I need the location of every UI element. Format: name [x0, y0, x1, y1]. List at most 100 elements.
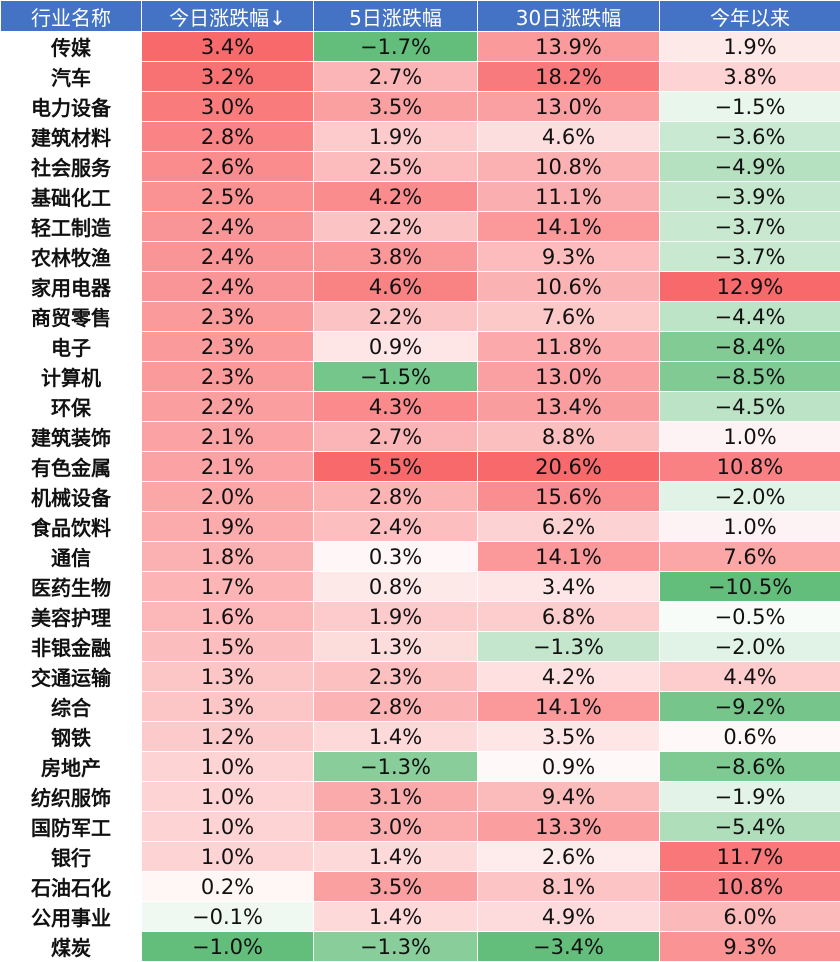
industry-name-cell: 基础化工: [1, 182, 142, 212]
industry-name-cell: 钢铁: [1, 722, 142, 752]
5d-change-cell: 1.4%: [314, 722, 478, 752]
ytd-change-cell: −8.4%: [660, 332, 840, 362]
30d-change-cell: 4.9%: [478, 902, 660, 932]
5d-change-cell: 2.4%: [314, 512, 478, 542]
ytd-change-cell: 1.0%: [660, 422, 840, 452]
industry-name-cell: 纺织服饰: [1, 782, 142, 812]
today-change-cell: 2.3%: [142, 362, 314, 392]
today-change-cell: 1.7%: [142, 572, 314, 602]
today-change-cell: 2.6%: [142, 152, 314, 182]
ytd-change-cell: −1.9%: [660, 782, 840, 812]
30d-change-cell: 15.6%: [478, 482, 660, 512]
today-change-cell: −0.1%: [142, 902, 314, 932]
5d-change-cell: 3.1%: [314, 782, 478, 812]
industry-name-cell: 国防军工: [1, 812, 142, 842]
ytd-change-cell: −8.6%: [660, 752, 840, 782]
ytd-change-cell: −4.5%: [660, 392, 840, 422]
today-change-cell: 3.2%: [142, 62, 314, 92]
ytd-change-cell: 9.3%: [660, 932, 840, 962]
header-30d-change[interactable]: 30日涨跌幅: [478, 1, 660, 32]
5d-change-cell: 2.8%: [314, 482, 478, 512]
industry-name-cell: 有色金属: [1, 452, 142, 482]
ytd-change-cell: −2.0%: [660, 482, 840, 512]
30d-change-cell: 4.6%: [478, 122, 660, 152]
industry-name-cell: 美容护理: [1, 602, 142, 632]
today-change-cell: 1.0%: [142, 812, 314, 842]
5d-change-cell: 3.8%: [314, 242, 478, 272]
30d-change-cell: 14.1%: [478, 212, 660, 242]
5d-change-cell: −1.5%: [314, 362, 478, 392]
today-change-cell: 1.2%: [142, 722, 314, 752]
30d-change-cell: 11.8%: [478, 332, 660, 362]
30d-change-cell: 14.1%: [478, 692, 660, 722]
today-change-cell: 2.4%: [142, 242, 314, 272]
30d-change-cell: 14.1%: [478, 542, 660, 572]
table-row: 公用事业−0.1%1.4%4.9%6.0%: [1, 902, 840, 932]
ytd-change-cell: −9.2%: [660, 692, 840, 722]
industry-name-cell: 非银金融: [1, 632, 142, 662]
5d-change-cell: 4.2%: [314, 182, 478, 212]
industry-name-cell: 商贸零售: [1, 302, 142, 332]
ytd-change-cell: −3.6%: [660, 122, 840, 152]
5d-change-cell: −1.7%: [314, 32, 478, 62]
5d-change-cell: 0.9%: [314, 332, 478, 362]
5d-change-cell: 3.5%: [314, 92, 478, 122]
30d-change-cell: 13.4%: [478, 392, 660, 422]
industry-name-cell: 计算机: [1, 362, 142, 392]
5d-change-cell: 1.3%: [314, 632, 478, 662]
today-change-cell: 1.0%: [142, 842, 314, 872]
table-row: 煤炭−1.0%−1.3%−3.4%9.3%: [1, 932, 840, 962]
5d-change-cell: 2.2%: [314, 302, 478, 332]
today-change-cell: −1.0%: [142, 932, 314, 962]
today-change-cell: 1.8%: [142, 542, 314, 572]
ytd-change-cell: −4.4%: [660, 302, 840, 332]
30d-change-cell: 13.0%: [478, 92, 660, 122]
header-ytd-change[interactable]: 今年以来: [660, 1, 840, 32]
header-industry-name[interactable]: 行业名称: [1, 1, 142, 32]
ytd-change-cell: −3.9%: [660, 182, 840, 212]
ytd-change-cell: 1.9%: [660, 32, 840, 62]
30d-change-cell: 7.6%: [478, 302, 660, 332]
30d-change-cell: 18.2%: [478, 62, 660, 92]
ytd-change-cell: 3.8%: [660, 62, 840, 92]
today-change-cell: 1.6%: [142, 602, 314, 632]
30d-change-cell: −3.4%: [478, 932, 660, 962]
industry-name-cell: 公用事业: [1, 902, 142, 932]
industry-name-cell: 家用电器: [1, 272, 142, 302]
ytd-change-cell: −3.7%: [660, 212, 840, 242]
ytd-change-cell: −3.7%: [660, 242, 840, 272]
30d-change-cell: 8.8%: [478, 422, 660, 452]
30d-change-cell: −1.3%: [478, 632, 660, 662]
header-5d-change[interactable]: 5日涨跌幅: [314, 1, 478, 32]
30d-change-cell: 9.3%: [478, 242, 660, 272]
industry-name-cell: 电子: [1, 332, 142, 362]
today-change-cell: 2.3%: [142, 332, 314, 362]
5d-change-cell: 0.3%: [314, 542, 478, 572]
industry-name-cell: 医药生物: [1, 572, 142, 602]
ytd-change-cell: 7.6%: [660, 542, 840, 572]
industry-name-cell: 传媒: [1, 32, 142, 62]
header-today-change[interactable]: 今日涨跌幅↓: [142, 1, 314, 32]
industry-name-cell: 建筑装饰: [1, 422, 142, 452]
today-change-cell: 3.4%: [142, 32, 314, 62]
today-change-cell: 3.0%: [142, 92, 314, 122]
5d-change-cell: 5.5%: [314, 452, 478, 482]
5d-change-cell: 4.6%: [314, 272, 478, 302]
today-change-cell: 2.1%: [142, 452, 314, 482]
